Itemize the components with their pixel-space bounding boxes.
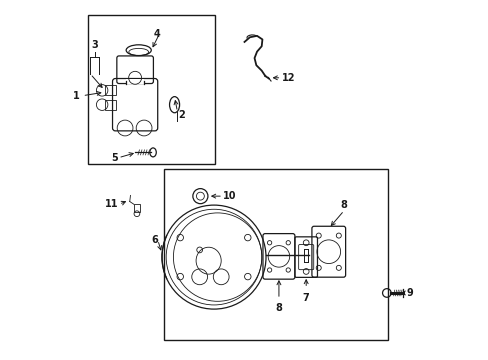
Bar xyxy=(126,78,144,84)
Text: 11: 11 xyxy=(104,199,118,210)
Text: 1: 1 xyxy=(73,91,80,101)
Bar xyxy=(163,169,387,339)
Text: 3: 3 xyxy=(91,40,98,50)
Text: 2: 2 xyxy=(178,110,185,120)
Bar xyxy=(88,15,215,164)
Text: 6: 6 xyxy=(151,235,158,245)
Text: 9: 9 xyxy=(406,288,412,298)
Text: 4: 4 xyxy=(153,29,160,39)
Text: 7: 7 xyxy=(302,293,309,303)
Bar xyxy=(104,100,116,110)
Text: 12: 12 xyxy=(282,73,295,83)
Bar xyxy=(134,204,140,212)
Text: 10: 10 xyxy=(223,191,236,201)
Text: 5: 5 xyxy=(111,153,118,163)
Text: 8: 8 xyxy=(275,303,282,312)
Bar xyxy=(104,85,116,95)
Text: 8: 8 xyxy=(340,201,347,211)
